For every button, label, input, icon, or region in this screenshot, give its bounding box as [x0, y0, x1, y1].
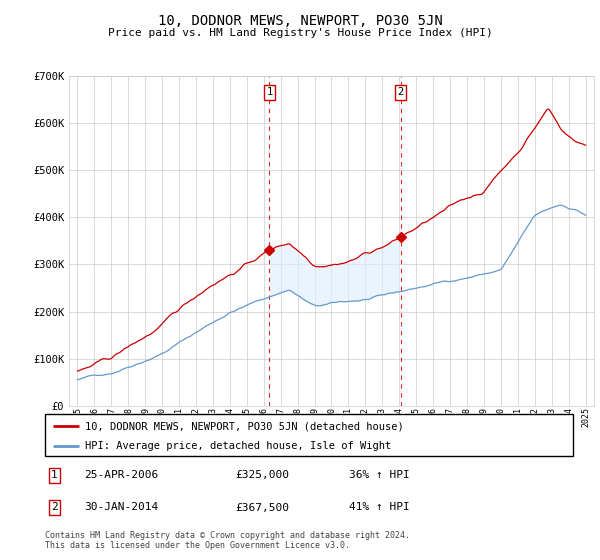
Text: This data is licensed under the Open Government Licence v3.0.: This data is licensed under the Open Gov… — [45, 541, 350, 550]
Text: £325,000: £325,000 — [235, 470, 289, 480]
Text: 2: 2 — [51, 502, 58, 512]
Text: 36% ↑ HPI: 36% ↑ HPI — [349, 470, 409, 480]
Text: 30-JAN-2014: 30-JAN-2014 — [85, 502, 159, 512]
Text: 1: 1 — [51, 470, 58, 480]
Text: 41% ↑ HPI: 41% ↑ HPI — [349, 502, 409, 512]
Text: 25-APR-2006: 25-APR-2006 — [85, 470, 159, 480]
Text: 2: 2 — [397, 87, 404, 97]
Text: HPI: Average price, detached house, Isle of Wight: HPI: Average price, detached house, Isle… — [85, 441, 391, 451]
FancyBboxPatch shape — [45, 414, 573, 456]
Text: 1: 1 — [266, 87, 272, 97]
Text: £367,500: £367,500 — [235, 502, 289, 512]
Text: Contains HM Land Registry data © Crown copyright and database right 2024.: Contains HM Land Registry data © Crown c… — [45, 531, 410, 540]
Text: 10, DODNOR MEWS, NEWPORT, PO30 5JN: 10, DODNOR MEWS, NEWPORT, PO30 5JN — [158, 14, 442, 28]
Text: 10, DODNOR MEWS, NEWPORT, PO30 5JN (detached house): 10, DODNOR MEWS, NEWPORT, PO30 5JN (deta… — [85, 421, 403, 431]
Text: Price paid vs. HM Land Registry's House Price Index (HPI): Price paid vs. HM Land Registry's House … — [107, 28, 493, 38]
